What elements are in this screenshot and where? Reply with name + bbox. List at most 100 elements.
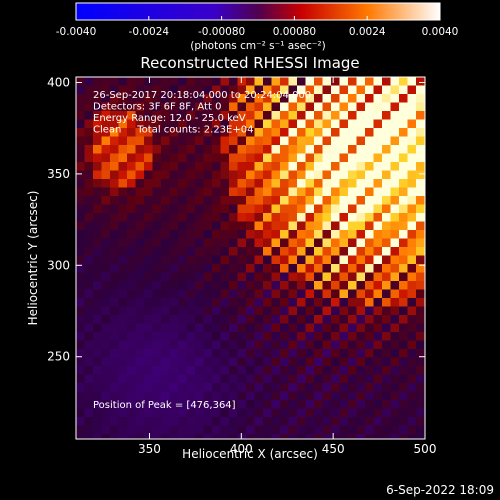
heatmap-cell xyxy=(195,264,205,274)
heatmap-cell xyxy=(271,85,281,95)
heatmap-cell xyxy=(348,417,358,427)
heatmap-cell xyxy=(118,357,128,367)
heatmap-cell xyxy=(288,179,298,189)
x-tick-label: 500 xyxy=(414,442,437,456)
heatmap-cell xyxy=(254,187,264,197)
heatmap-cell xyxy=(288,289,298,299)
heatmap-cell xyxy=(390,357,400,367)
heatmap-cell xyxy=(348,179,358,189)
heatmap-cell xyxy=(118,255,128,265)
heatmap-cell xyxy=(314,247,324,257)
heatmap-cell xyxy=(271,102,281,112)
heatmap-cell xyxy=(76,247,86,257)
heatmap-cell xyxy=(169,281,179,291)
heatmap-cell xyxy=(305,408,315,418)
heatmap-cell xyxy=(220,425,230,435)
heatmap-cell xyxy=(178,119,188,129)
heatmap-cell xyxy=(144,298,154,308)
heatmap-cell xyxy=(280,204,290,214)
heatmap-cell xyxy=(195,400,205,410)
heatmap-cell xyxy=(76,383,86,393)
heatmap-cell xyxy=(382,349,392,359)
heatmap-cell xyxy=(424,94,425,104)
heatmap-cell xyxy=(305,153,315,163)
heatmap-cell xyxy=(280,306,290,316)
heatmap-cell xyxy=(195,145,205,155)
heatmap-cell xyxy=(356,221,366,231)
heatmap-cell xyxy=(93,111,103,121)
heatmap-cell xyxy=(331,417,341,427)
heatmap-cell xyxy=(101,170,111,180)
heatmap-cell xyxy=(76,434,86,439)
heatmap-cell xyxy=(84,111,94,121)
heatmap-cell xyxy=(399,119,409,129)
heatmap-cell xyxy=(229,85,239,95)
heatmap-cell xyxy=(246,340,256,350)
heatmap-cell xyxy=(178,111,188,121)
heatmap-cell xyxy=(424,323,425,333)
heatmap-cell xyxy=(135,383,145,393)
heatmap-cell xyxy=(348,366,358,376)
heatmap-cell xyxy=(263,366,273,376)
heatmap-cell xyxy=(93,434,103,439)
heatmap-cell xyxy=(322,119,332,129)
heatmap-cell xyxy=(246,230,256,240)
heatmap-cell xyxy=(118,94,128,104)
heatmap-cell xyxy=(305,77,315,87)
heatmap-cell xyxy=(305,111,315,121)
heatmap-cell xyxy=(127,400,137,410)
heatmap-cell xyxy=(110,374,120,384)
heatmap-cell xyxy=(101,187,111,197)
heatmap-cell xyxy=(280,221,290,231)
heatmap-cell xyxy=(127,196,137,206)
heatmap-cell xyxy=(169,434,179,439)
heatmap-cell xyxy=(416,264,425,274)
heatmap-cell xyxy=(297,357,307,367)
heatmap-cell xyxy=(212,153,222,163)
heatmap-cell xyxy=(263,230,273,240)
heatmap-cell xyxy=(288,323,298,333)
heatmap-cell xyxy=(373,374,383,384)
heatmap-cell xyxy=(246,204,256,214)
heatmap-cell xyxy=(246,357,256,367)
heatmap-cell xyxy=(399,434,409,439)
heatmap-cell xyxy=(399,136,409,146)
heatmap-cell xyxy=(169,145,179,155)
heatmap-cell xyxy=(424,204,425,214)
heatmap-cell xyxy=(271,213,281,223)
heatmap-cell xyxy=(373,221,383,231)
heatmap-cell xyxy=(382,230,392,240)
heatmap-cell xyxy=(135,111,145,121)
heatmap-cell xyxy=(84,247,94,257)
heatmap-cell xyxy=(348,408,358,418)
heatmap-cell xyxy=(178,77,188,87)
heatmap-cell xyxy=(84,408,94,418)
heatmap-cell xyxy=(399,264,409,274)
heatmap-cell xyxy=(237,153,247,163)
heatmap-cell xyxy=(84,196,94,206)
heatmap-cell xyxy=(212,170,222,180)
heatmap-cell xyxy=(416,153,425,163)
heatmap-cell xyxy=(76,315,86,325)
heatmap-cell xyxy=(407,357,417,367)
heatmap-cell xyxy=(356,425,366,435)
heatmap-cell xyxy=(135,119,145,129)
heatmap-cell xyxy=(203,298,213,308)
heatmap-cell xyxy=(195,102,205,112)
heatmap-cell xyxy=(339,145,349,155)
heatmap-cell xyxy=(220,128,230,138)
heatmap-cell xyxy=(297,255,307,265)
heatmap-cell xyxy=(373,425,383,435)
heatmap-cell xyxy=(424,170,425,180)
heatmap-cell xyxy=(229,417,239,427)
heatmap-cell xyxy=(118,128,128,138)
heatmap-cell xyxy=(93,289,103,299)
heatmap-cell xyxy=(203,315,213,325)
heatmap-cell xyxy=(382,298,392,308)
heatmap-cell xyxy=(220,119,230,129)
heatmap-cell xyxy=(118,366,128,376)
heatmap-cell xyxy=(339,264,349,274)
heatmap-cell xyxy=(254,272,264,282)
heatmap-cell xyxy=(110,417,120,427)
heatmap-cell xyxy=(382,119,392,129)
